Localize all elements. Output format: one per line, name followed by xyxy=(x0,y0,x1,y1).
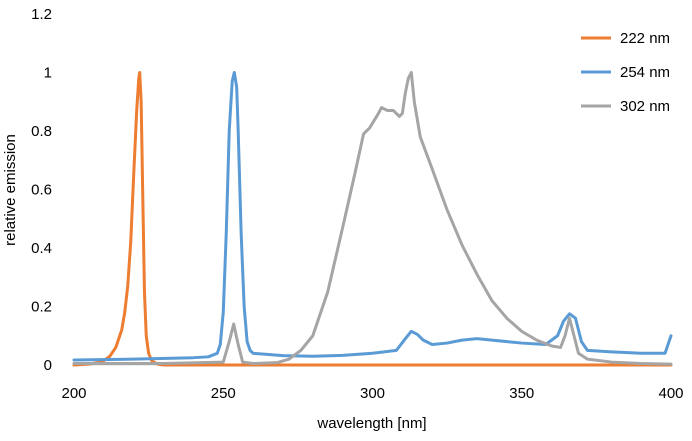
series-lines xyxy=(72,71,673,367)
x-axis-title: wavelength [nm] xyxy=(316,415,426,432)
legend-label: 254 nm xyxy=(620,64,670,81)
series-line-222-nm xyxy=(72,71,673,367)
x-tick-label: 350 xyxy=(509,385,534,402)
y-tick-label: 0.4 xyxy=(31,240,52,257)
series-line-254-nm xyxy=(72,71,673,362)
y-tick-label: 0.8 xyxy=(31,123,52,140)
y-tick-label: 0.6 xyxy=(31,182,52,199)
x-tick-label: 300 xyxy=(360,385,385,402)
x-tick-label: 400 xyxy=(658,385,683,402)
legend: 222 nm 254 nm 302 nm xyxy=(581,30,670,115)
legend-label: 302 nm xyxy=(620,98,670,115)
x-tick-labels: 200 250 300 350 400 xyxy=(61,385,683,402)
y-axis-title: relative emission xyxy=(2,134,19,246)
y-tick-labels: 0 0.2 0.4 0.6 0.8 1 1.2 xyxy=(31,6,52,374)
series-line-302-nm xyxy=(72,71,673,366)
y-tick-label: 1 xyxy=(44,65,52,82)
legend-label: 222 nm xyxy=(620,30,670,47)
y-tick-label: 0 xyxy=(44,357,52,374)
y-tick-label: 1.2 xyxy=(31,6,52,23)
y-tick-label: 0.2 xyxy=(31,299,52,316)
x-tick-label: 200 xyxy=(61,385,86,402)
x-tick-label: 250 xyxy=(211,385,236,402)
